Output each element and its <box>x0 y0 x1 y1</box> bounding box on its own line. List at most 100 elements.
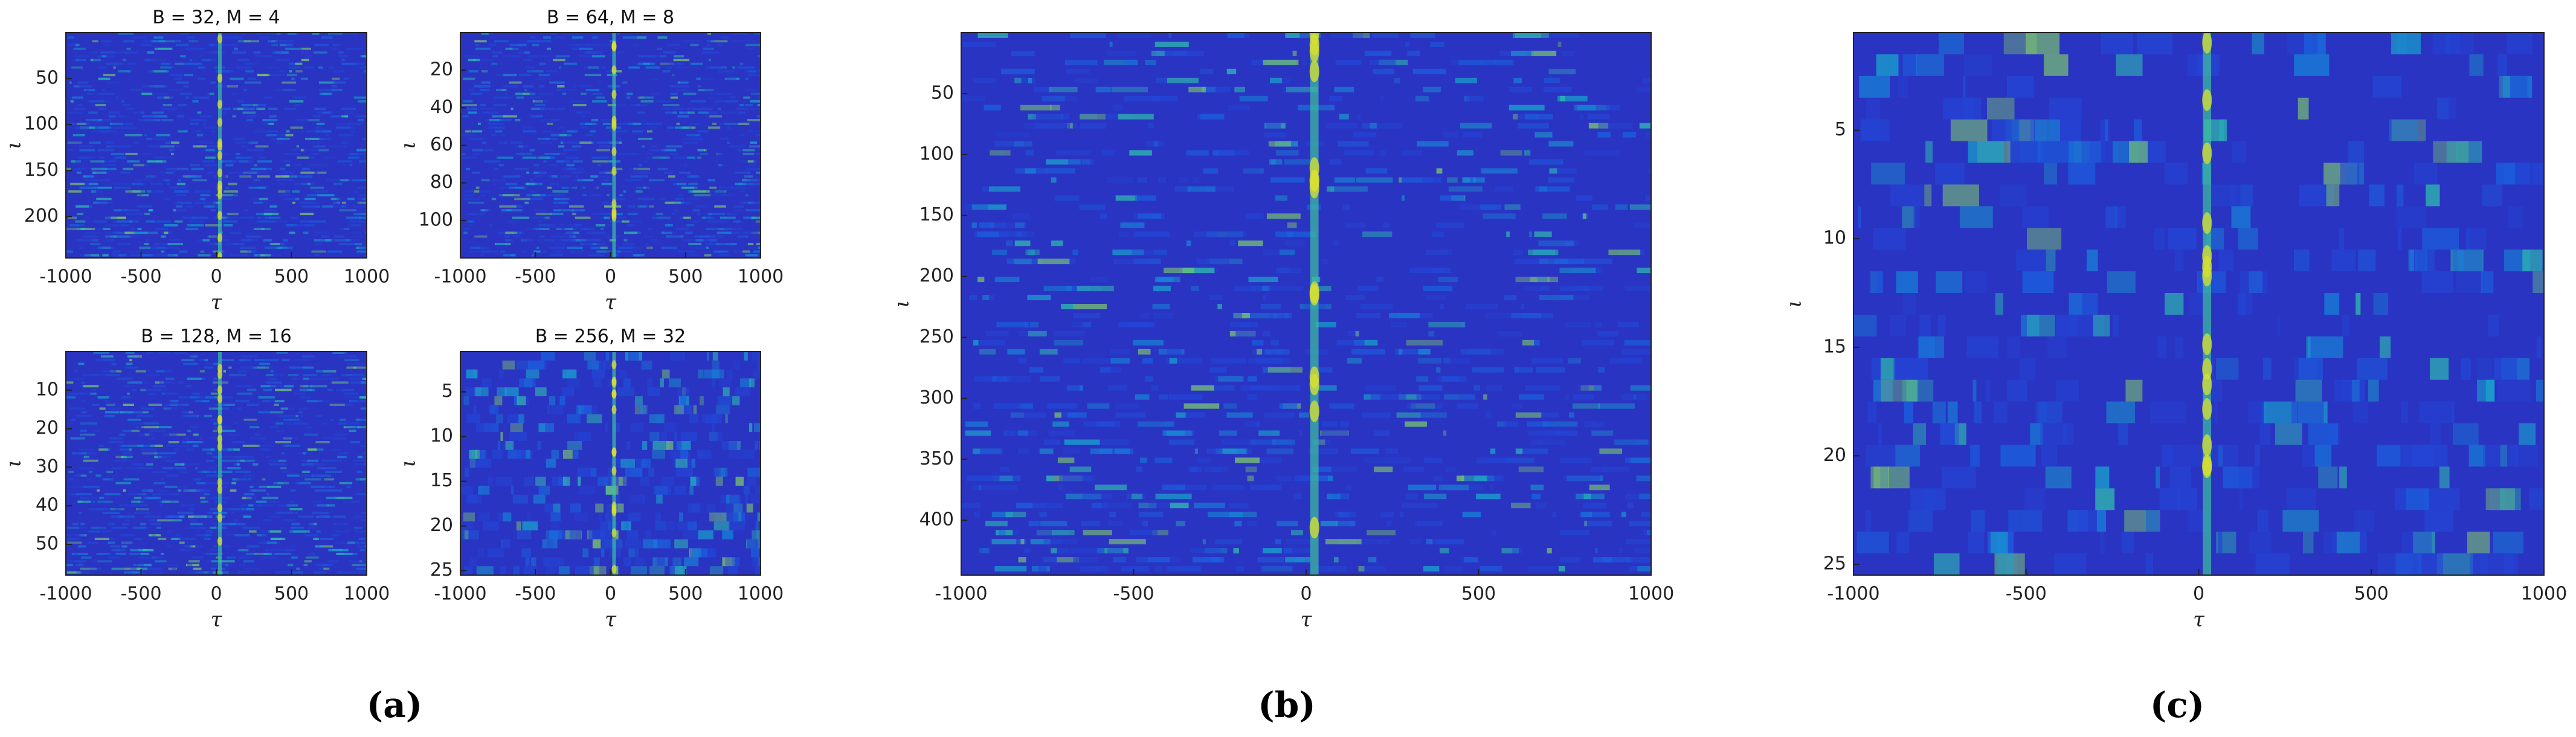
heatmap-texture <box>338 355 355 358</box>
heatmap-texture <box>198 77 206 80</box>
heatmap-texture <box>521 231 524 234</box>
heatmap-texture <box>329 66 333 69</box>
heatmap-texture <box>253 51 261 54</box>
heatmap-texture <box>1565 394 1570 400</box>
heatmap-texture <box>1285 33 1300 38</box>
heatmap-texture <box>166 167 178 170</box>
heatmap-texture <box>259 411 268 414</box>
heatmap-texture <box>479 108 495 111</box>
heatmap-texture <box>312 512 329 514</box>
heatmap-texture <box>717 43 723 47</box>
heatmap-texture <box>237 40 251 43</box>
heatmap-texture <box>1276 268 1289 274</box>
heatmap-texture <box>1903 293 1916 315</box>
heatmap-texture <box>355 493 367 496</box>
heatmap-texture <box>2169 466 2191 489</box>
heatmap-texture <box>1118 114 1154 120</box>
heatmap-texture <box>303 66 314 69</box>
heatmap-texture <box>121 396 131 399</box>
heatmap-texture <box>697 213 700 216</box>
heatmap-texture <box>1510 503 1531 509</box>
heatmap-texture <box>1100 439 1129 445</box>
heatmap-texture <box>1556 430 1578 436</box>
heatmap-texture <box>1423 86 1441 92</box>
heatmap-texture <box>1548 177 1574 183</box>
heatmap-texture <box>655 486 672 495</box>
heatmap-texture <box>147 190 152 193</box>
heatmap-texture <box>745 209 761 211</box>
heatmap-texture <box>216 508 231 510</box>
heatmap-texture <box>2456 271 2484 294</box>
heatmap-texture <box>1549 168 1557 174</box>
heatmap-texture <box>514 198 530 201</box>
heatmap-texture <box>154 115 168 118</box>
heatmap-texture <box>1101 150 1115 156</box>
heatmap-texture <box>616 138 622 140</box>
heatmap-texture <box>2261 401 2266 423</box>
heatmap-texture <box>353 515 367 518</box>
heatmap-texture <box>1481 168 1518 174</box>
heatmap-texture <box>336 553 352 555</box>
heatmap-texture <box>683 216 691 219</box>
heatmap-texture <box>114 51 130 54</box>
heatmap-texture <box>605 352 610 361</box>
heatmap-texture <box>718 70 732 72</box>
heatmap-texture <box>118 70 130 72</box>
heatmap-texture <box>90 560 97 563</box>
heatmap-texture <box>534 175 546 178</box>
heatmap-texture <box>547 123 553 125</box>
heatmap-texture <box>155 370 165 373</box>
heatmap-texture <box>1462 512 1481 518</box>
heatmap-texture <box>278 459 286 462</box>
heatmap-texture <box>1417 141 1449 147</box>
heatmap-texture <box>289 100 304 103</box>
heatmap-texture <box>66 167 71 170</box>
heatmap-texture <box>161 118 173 121</box>
heatmap-texture <box>2068 163 2096 185</box>
heatmap-texture <box>471 92 483 95</box>
heatmap-texture <box>274 404 279 407</box>
heatmap-texture <box>1193 231 1217 237</box>
heatmap-texture <box>1153 141 1159 147</box>
heatmap-texture <box>1594 385 1602 391</box>
heatmap-texture <box>522 156 536 159</box>
heatmap-texture <box>199 493 205 496</box>
heatmap-texture <box>1423 566 1440 572</box>
heatmap-texture <box>1473 385 1480 391</box>
heatmap-texture <box>522 521 538 530</box>
heatmap-texture <box>135 370 146 373</box>
heatmap-texture <box>477 512 490 522</box>
heatmap-texture <box>178 486 187 488</box>
heatmap-texture <box>642 441 648 450</box>
heatmap-texture <box>114 459 126 462</box>
heatmap-texture <box>75 59 86 62</box>
heatmap-texture <box>153 156 164 159</box>
heatmap-texture <box>111 526 128 529</box>
heatmap-texture <box>283 437 292 440</box>
heatmap-texture <box>503 104 506 106</box>
heatmap-texture <box>216 194 233 197</box>
heatmap-texture <box>466 414 480 423</box>
heatmap-texture <box>123 478 140 481</box>
heatmap-texture <box>147 70 154 72</box>
heatmap-texture <box>634 254 640 257</box>
heatmap-texture <box>86 216 89 219</box>
heatmap-texture <box>67 392 79 395</box>
heatmap-texture <box>726 213 730 216</box>
x-tick-label: 1000 <box>2521 584 2567 605</box>
heatmap-texture <box>187 564 193 567</box>
heatmap-texture <box>1416 376 1429 382</box>
heatmap-texture <box>1090 277 1109 283</box>
heatmap-texture <box>757 512 761 522</box>
heatmap-texture <box>138 467 153 469</box>
heatmap-texture <box>627 213 638 216</box>
heatmap-texture <box>356 115 362 118</box>
heatmap-texture <box>286 407 296 410</box>
x-axis-label: τ <box>1301 608 1313 632</box>
heatmap-texture <box>209 243 217 245</box>
heatmap-texture <box>701 108 714 111</box>
heatmap-texture <box>76 205 89 208</box>
heatmap-texture <box>280 407 288 410</box>
heatmap-texture <box>503 74 517 77</box>
heatmap-texture <box>97 489 100 492</box>
